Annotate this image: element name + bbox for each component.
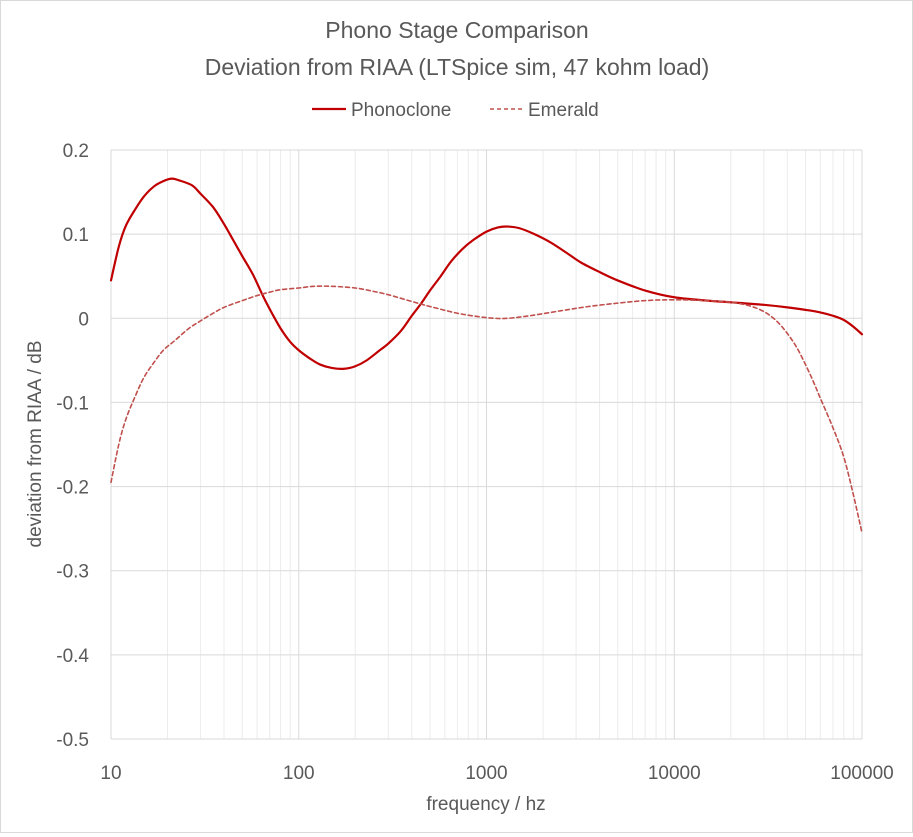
y-tick-label: 0: [78, 309, 89, 330]
series-layer: [109, 177, 864, 534]
y-tick-label: -0.4: [56, 646, 89, 667]
x-tick-label: 100000: [830, 763, 893, 784]
minor-gridlines: [167, 150, 854, 739]
series-line-phonoclone: [109, 177, 864, 370]
y-tick-label: 0.1: [63, 225, 89, 246]
x-axis-title: frequency / hz: [426, 794, 545, 815]
legend-label-phonoclone: Phonoclone: [351, 100, 451, 121]
y-tick-label: -0.5: [56, 730, 89, 751]
chart-subtitle: Deviation from RIAA (LTSpice sim, 47 koh…: [205, 54, 709, 80]
y-tick-label: -0.3: [56, 562, 89, 583]
y-axis-title: deviation from RIAA / dB: [25, 341, 46, 548]
chart-title: Phono Stage Comparison: [325, 17, 588, 43]
x-tick-label: 100: [283, 763, 315, 784]
y-tick-label: -0.2: [56, 478, 89, 499]
legend-label-emerald: Emerald: [528, 100, 599, 121]
y-tick-label: -0.1: [56, 393, 89, 414]
major-gridlines: [110, 149, 863, 740]
tick-labels: 10 100 1000 10000 100000 0.2 0.1 0 -0.1 -0.2 -0.3 -…: [56, 141, 893, 784]
y-tick-label: 0.2: [63, 141, 89, 162]
x-tick-label: 10: [100, 763, 121, 784]
series-line-emerald: [110, 285, 863, 534]
legend: Phonoclone Emerald: [312, 100, 599, 121]
x-tick-label: 10000: [648, 763, 701, 784]
x-tick-label: 1000: [465, 763, 507, 784]
